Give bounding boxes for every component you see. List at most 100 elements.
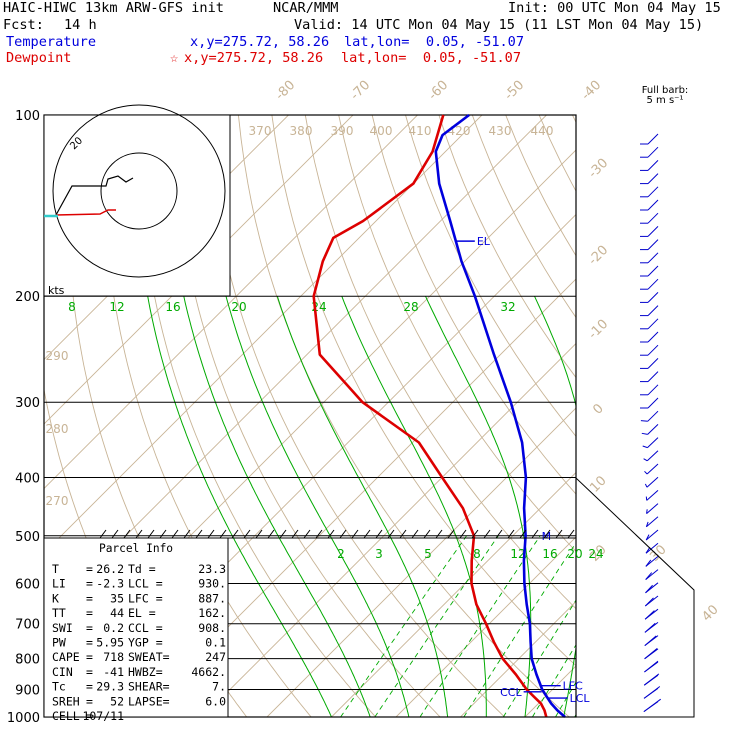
pressure-tick-label: 700 (15, 618, 40, 633)
mixing-label: 12 (109, 300, 124, 314)
parcel-eq: = (86, 562, 93, 576)
isotherm-line (460, 600, 576, 717)
isotherm-line (719, 115, 740, 717)
parcel-key: TT (52, 606, 66, 620)
wind-barb (645, 584, 653, 594)
theta-label: 280 (46, 422, 69, 436)
hatch-mark (363, 529, 371, 539)
hodograph-trace-red (55, 209, 116, 216)
temperature-profile (434, 113, 566, 718)
hatch-mark (435, 529, 443, 539)
parcel-value: 35 (110, 591, 124, 605)
hatch-mark (291, 529, 299, 539)
mixing-label: 24 (588, 547, 603, 561)
isotherm-label: -70 (348, 78, 374, 104)
hatch-mark (315, 529, 323, 539)
fcst-value: 14 h (64, 17, 97, 33)
hatch-mark (447, 529, 455, 539)
wind-barb (645, 572, 653, 580)
parcel-title: Parcel Info (99, 542, 173, 555)
parcel-eq: = (86, 591, 93, 605)
parcel-value: 23.3 (198, 562, 226, 576)
wind-barb (646, 450, 659, 462)
parcel-eq: = (86, 606, 93, 620)
isotherm-label: 40 (699, 602, 721, 624)
init-time: Init: 00 UTC Mon 04 May 15 (508, 0, 721, 16)
parcel-value: 887. (198, 591, 226, 605)
parcel-eq: = (86, 680, 93, 694)
hatch-mark (459, 529, 467, 539)
parcel-key: LI (52, 577, 66, 591)
temperature-xy: x,y=275.72, 58.26 (190, 34, 330, 50)
dry-adiabat (706, 115, 740, 730)
wind-barb (647, 318, 659, 330)
hatch-mark (279, 529, 287, 539)
wind-barb (647, 331, 659, 343)
wind-barb (647, 292, 659, 303)
wind-barb (645, 521, 649, 527)
mixing-label: 16 (542, 547, 557, 561)
star-icon: ☆ (170, 50, 179, 66)
hodograph-trace (55, 175, 134, 216)
wind-barb (647, 199, 659, 211)
isotherm-label: 0 (590, 401, 606, 417)
hatch-mark (135, 529, 143, 539)
hatch-mark (171, 529, 179, 539)
wind-barb (645, 546, 651, 554)
wind-barb (647, 397, 659, 409)
wind-barb (647, 173, 659, 184)
wind-barb (643, 686, 661, 699)
parcel-eq: = (86, 665, 93, 679)
hatch-mark (495, 529, 503, 539)
wind-barb (646, 476, 659, 488)
annotation-ccl: CCL (500, 686, 522, 699)
wind-barb (643, 458, 648, 462)
dry-adiabat (538, 115, 576, 192)
dry-adiabat (572, 115, 576, 124)
parcel-eq: = (86, 636, 93, 650)
moist-adiabat (534, 295, 576, 717)
parcel-eq: = (86, 650, 93, 664)
wind-barb (647, 424, 659, 435)
pressure-tick-label: 400 (15, 471, 40, 486)
wind-barb (647, 410, 659, 422)
parcel-key: SWI (52, 621, 73, 635)
wind-barb (647, 226, 659, 237)
pressure-tick-label: 500 (15, 530, 40, 545)
hatch-mark (531, 529, 539, 539)
moist-adiabat (341, 296, 487, 717)
wind-barb (647, 371, 659, 382)
theta-label: 440 (531, 124, 554, 138)
hatch-mark (567, 529, 575, 539)
wind-barb (647, 305, 659, 316)
barb-title: Full barb: (642, 85, 689, 96)
wind-barb (645, 542, 659, 554)
wind-barb (646, 490, 659, 501)
isotherm-line (266, 407, 576, 717)
hatch-mark (375, 529, 383, 539)
parcel-key: PW (52, 636, 66, 650)
mixing-label: 8 (473, 547, 481, 561)
theta-label: 270 (46, 494, 69, 508)
wind-barb (647, 133, 659, 145)
wind-barb (644, 470, 648, 475)
wind-barb (647, 265, 659, 277)
isotherm-line (137, 278, 576, 717)
parcel-key: LAPSE= (128, 694, 170, 708)
hodograph-unit-label: kts (48, 284, 65, 297)
wind-barb (646, 463, 659, 475)
hatch-mark (339, 529, 347, 539)
valid-time: Valid: 14 UTC Mon 04 May 15 (11 LST Mon … (294, 17, 704, 33)
annotation-lcl: LCL (570, 692, 591, 705)
hodograph-inner-ring (100, 152, 178, 230)
wind-barb (646, 516, 659, 528)
wind-barb (647, 358, 659, 369)
dry-adiabat (338, 115, 576, 553)
hatch-mark (507, 529, 515, 539)
parcel-value: 247 (205, 650, 226, 664)
parcel-eq: = (86, 709, 93, 723)
hatch-mark (267, 529, 275, 539)
